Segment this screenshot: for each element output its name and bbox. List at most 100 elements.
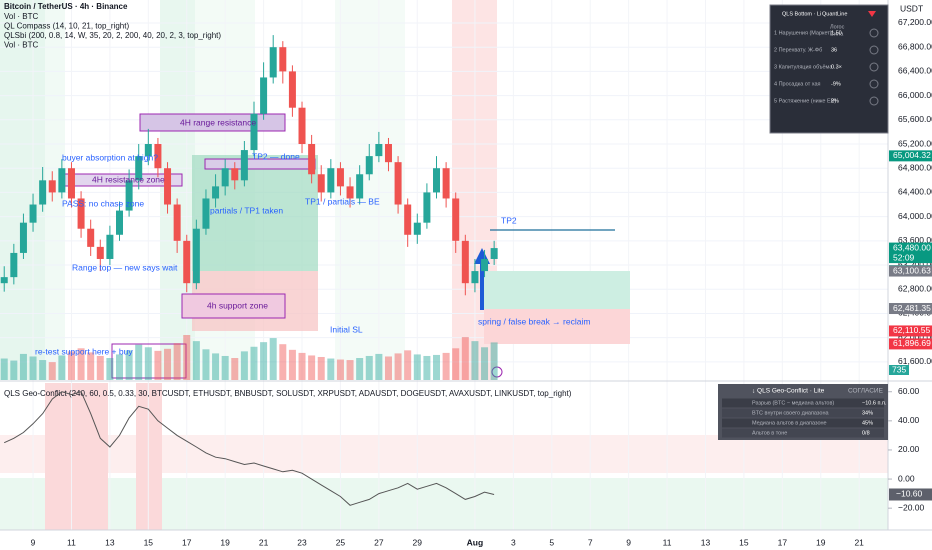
x-tick-label: 21 (259, 537, 269, 547)
candle-body (423, 192, 431, 223)
volume-bar (77, 348, 85, 380)
y-tick-label: 66,000.00 (898, 90, 932, 100)
candle-body (288, 71, 296, 108)
x-tick-label: 5 (549, 537, 554, 547)
resistance-box (139, 113, 286, 132)
annotation: TP1 / partials — BE (305, 196, 380, 206)
volume-bar (67, 351, 75, 380)
panel-icon (868, 11, 876, 17)
y-tick-label: 64,000.00 (898, 211, 932, 221)
annotation: spring / false break → reclaim (478, 316, 590, 326)
candle-body (250, 113, 258, 151)
candle-body (433, 168, 441, 193)
volume-bar (116, 354, 124, 380)
annotation: 4h support zone (207, 300, 268, 310)
panel-row-label: BTC внутри своего диапазона (752, 410, 829, 416)
candle-body (365, 156, 373, 175)
candle-body (356, 174, 364, 199)
price-tag-label: 62,481.35 (893, 303, 931, 313)
candle-body (87, 228, 95, 247)
volume-bar (135, 344, 143, 380)
volume-bar (279, 344, 287, 380)
price-tag-label: 62,110.55 (893, 325, 930, 335)
candle-body (413, 222, 421, 235)
volume-bar (212, 353, 220, 380)
volume-bar (58, 355, 66, 380)
volume-bar (48, 362, 56, 380)
volume-bar (154, 350, 162, 380)
oscillator-line (3, 391, 495, 506)
candle-body (298, 107, 306, 145)
x-tick-label: 11 (663, 537, 672, 547)
y-tick-label: 67,200.00 (898, 17, 932, 27)
y-tick-label: 63,600.00 (898, 235, 932, 245)
indicator-legend: QL Compass (14, 10, 21, top_right) (4, 22, 129, 31)
osc-band-red (0, 435, 888, 473)
candle-body (96, 246, 104, 259)
candle-body (240, 150, 248, 181)
y-tick-label: 63,200.00 (898, 259, 932, 269)
candle-body (317, 174, 325, 193)
annotation: TP2 — done (252, 151, 300, 161)
price-tag (889, 265, 932, 277)
candle-body (192, 228, 200, 284)
price-tag-label: 63,100.63 (893, 265, 931, 275)
candle-body (327, 168, 335, 193)
osc-band-red (136, 383, 162, 530)
indicator-legend: QLSbi (200, 0.8, 14, W, 35, 20, 2, 200, … (4, 31, 221, 40)
volume-bar (19, 353, 27, 380)
y-tick-label: 65,200.00 (898, 138, 932, 148)
volume-bar (96, 355, 104, 380)
volume-bar (461, 337, 469, 380)
alert-icon[interactable] (491, 366, 503, 378)
candle-body (404, 204, 412, 235)
volume-bar (384, 356, 392, 380)
indicator-legend: Vol · BTC (4, 12, 38, 21)
timer-label: 52:09 (893, 252, 915, 262)
y-tick-label: 66,400.00 (898, 66, 932, 76)
volume-bar (288, 349, 296, 380)
panel-row-dot (869, 28, 879, 38)
x-tick-label: 29 (413, 537, 423, 547)
volume-bar (298, 352, 306, 380)
candle-body (269, 47, 277, 78)
annotation: PASS: no chase zone (62, 198, 144, 208)
volume-bar (327, 358, 335, 380)
panel-row-value: −10.6 п.п. (862, 400, 887, 406)
candle-body (106, 234, 114, 259)
volume-bar (481, 347, 489, 380)
volume-bar (221, 355, 229, 380)
candle-body (221, 168, 229, 187)
x-tick-label: 9 (31, 537, 36, 547)
band-green (0, 0, 45, 380)
support-box (111, 343, 187, 379)
candle-body (212, 186, 220, 199)
x-tick-label: 21 (854, 537, 864, 547)
volume-bar (308, 355, 316, 380)
annotation: 4H resistance zone (92, 174, 165, 184)
band-green (335, 0, 405, 380)
candle-body (461, 240, 469, 284)
candle-body (231, 168, 239, 181)
price-tag (889, 303, 932, 315)
volume-bar (442, 352, 450, 380)
candle-body (164, 168, 172, 205)
panel-row-value: 1.50 (831, 30, 842, 36)
long-stop-box (484, 309, 630, 344)
volume-bar (346, 360, 354, 380)
volume-bar (231, 358, 239, 380)
panel-row-dot (869, 79, 879, 89)
panel-row-label: 4 Просадка от хая (774, 81, 821, 87)
volume-tag (889, 365, 909, 375)
x-tick-label: 9 (626, 537, 631, 547)
panel-row-label: 5 Растяжение (ниже EB) (774, 98, 836, 104)
osc-tick-label: 0.00 (898, 473, 915, 483)
price-tag (889, 150, 932, 162)
panel-header: Логос (830, 24, 845, 30)
panel-row-label: Медиана альтов в диапазоне (752, 420, 827, 426)
osc-band-green (0, 478, 888, 530)
y-tick-label: 61,600.00 (898, 356, 932, 366)
currency-label: USDT (900, 3, 923, 13)
x-tick-label: 11 (67, 537, 76, 547)
panel-header: Сила (830, 31, 844, 37)
